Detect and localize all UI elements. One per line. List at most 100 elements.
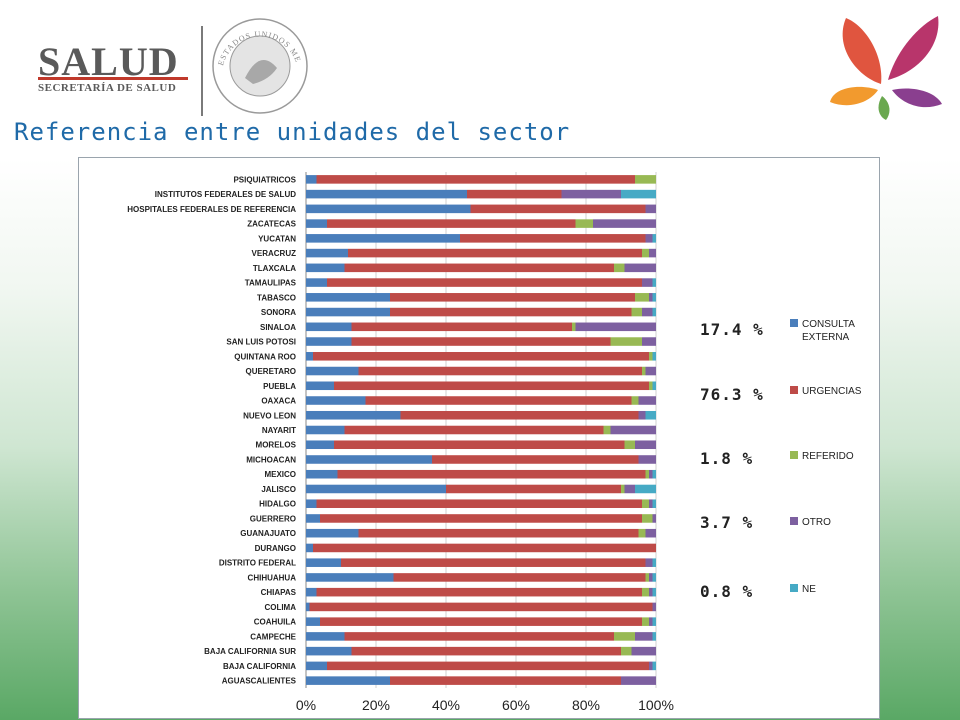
category-label: MEXICO [264,470,296,479]
bar-segment [631,396,639,405]
bar-segment [638,396,656,405]
bar-segment [642,278,653,287]
bar-segment [306,602,310,612]
bar-segment [593,219,656,228]
bar-segment [306,396,366,405]
category-label: PUEBLA [263,382,296,391]
legend-label: OTRO [802,517,831,528]
bar-segment [467,189,562,199]
bar-segment [631,307,642,317]
bar-segment [652,632,656,641]
legend-label: EXTERNA [802,332,850,343]
bar-segment [306,425,345,435]
category-label: CHIAPAS [261,588,297,597]
x-tick-label: 0% [296,697,316,713]
bar-segment [306,322,352,332]
bar-segment [638,410,646,420]
bar-segment [652,293,656,302]
bar-segment [306,617,320,626]
stacked-bar-chart: 0% 20% 40% 60% 80% 100% PSIQUIATRICOS INSTITUTO… [127,172,862,713]
bar-segment [358,366,642,376]
bar-segment [390,293,635,302]
bar-segment [624,440,635,450]
category-label: JALISCO [261,485,296,494]
bar-segment [306,204,471,214]
header-logos: SALUD SECRETARÍA DE SALUD ESTADOS UNIDOS… [0,0,960,120]
bar-segment [645,528,656,538]
bar-segment [649,381,653,391]
bar-segment [306,543,313,553]
bar-segment [327,661,649,671]
bar-segment [306,234,460,243]
bar-segment [645,204,656,214]
bar-segment [390,676,621,685]
bar-segment [306,455,432,464]
bar-segment [652,234,656,243]
legend-swatch [790,451,798,459]
bar-segment [327,278,642,287]
bar-segment [306,661,327,671]
bar-segment [652,514,656,523]
category-label: COAHUILA [254,618,296,627]
bar-segment [309,602,653,612]
bar-segment [306,676,390,685]
salud-logo-text: SALUD [38,39,179,84]
bar-segment [649,293,653,302]
percent-label-ne: 0.8 % [700,582,754,601]
bar-segment [306,514,320,523]
bar-segment [306,352,313,361]
bar-segment [306,573,394,582]
category-label: ZACATECAS [247,220,296,229]
bar-segment [306,587,317,597]
category-label: INSTITUTOS FEDERALES DE SALUD [155,190,296,199]
category-label: HOSPITALES FEDERALES DE REFERENCIA [127,205,296,214]
x-tick-label: 80% [572,697,600,713]
bar-segment [645,558,653,567]
bar-segment [642,248,649,258]
slide-title: Referencia entre unidades del sector [14,118,571,146]
bar-segment [645,410,656,420]
bar-segment [446,484,621,494]
bar-segment [400,410,639,420]
category-label: YUCATAN [258,234,296,243]
bar-segment [561,189,621,199]
bar-segment [635,632,653,641]
bar-segment [603,425,611,435]
category-label: OAXACA [261,397,296,406]
bar-segment [621,484,625,494]
bar-segment [460,234,646,243]
bar-segment [642,499,649,508]
category-label: NAYARIT [262,426,296,435]
category-label: SONORA [261,308,296,317]
bar-segment [334,381,649,391]
percent-label-otro: 3.7 % [700,513,754,532]
bar-segment [610,425,656,435]
bar-segment [621,646,632,656]
bar-segment [649,661,653,671]
bar-segment [306,337,352,346]
legend-swatch [790,386,798,394]
bar-segment [313,352,649,361]
bar-segment [652,307,656,317]
category-label: GUERRERO [250,514,296,523]
bar-segment [306,219,327,228]
legend-swatch [790,517,798,525]
bar-segment [652,278,656,287]
bar-segment [306,632,345,641]
bar-segment [642,307,653,317]
bar-segment [649,617,653,626]
category-label: DURANGO [255,544,296,553]
bar-segment [649,248,656,258]
category-label: PSIQUIATRICOS [233,175,296,184]
bar-segment [635,293,649,302]
bar-segment [614,263,625,273]
bar-segment [652,352,656,361]
category-label: TAMAULIPAS [245,279,297,288]
bar-segment [642,617,649,626]
bar-segment [306,558,341,567]
bar-segment [306,440,334,450]
bar-segment [642,337,656,346]
category-label: COLIMA [264,603,296,612]
bar-segment [306,278,327,287]
bar-segment [351,337,611,346]
